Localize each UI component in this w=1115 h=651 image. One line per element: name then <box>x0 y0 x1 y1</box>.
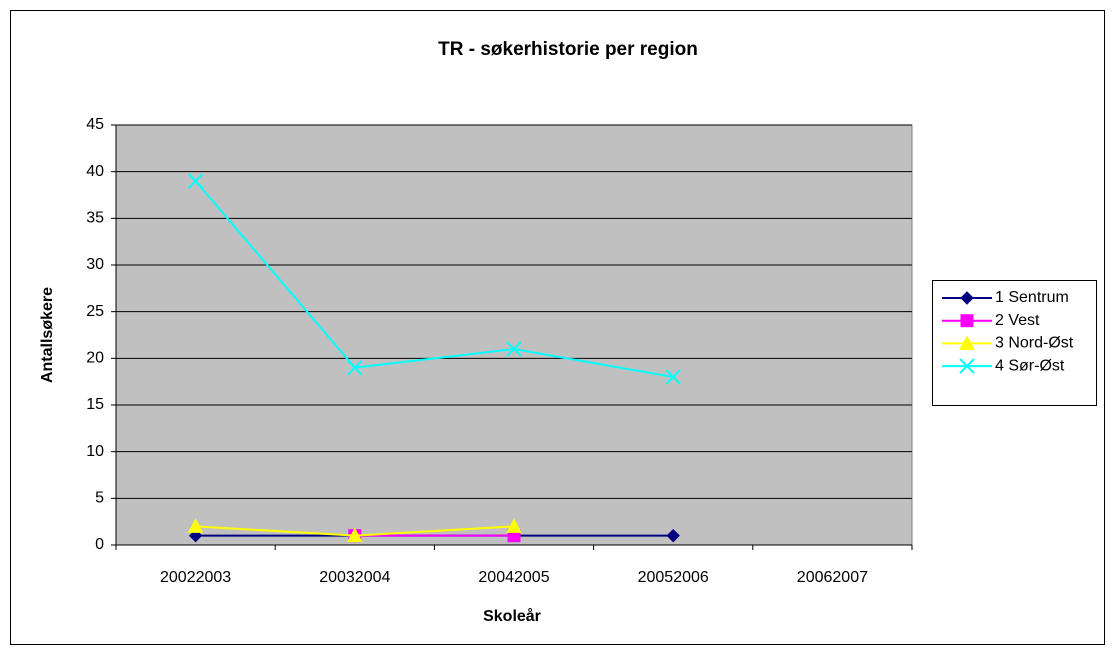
legend-marker <box>960 314 974 328</box>
legend-label: 2 Vest <box>995 312 1040 329</box>
y-tick-label: 35 <box>86 210 104 227</box>
data-point <box>665 369 681 385</box>
y-tick-label: 20 <box>86 350 104 367</box>
legend-label: 1 Sentrum <box>995 289 1069 306</box>
y-tick-label: 0 <box>95 536 104 553</box>
data-point <box>187 173 204 189</box>
y-tick-label: 10 <box>86 443 104 460</box>
data-point <box>506 518 522 533</box>
data-point <box>346 527 363 543</box>
plot-area <box>115 124 913 546</box>
y-tick-label: 5 <box>95 490 104 507</box>
legend-marker <box>959 335 975 350</box>
legend-marker <box>960 291 974 305</box>
y-axis-title: Antallsøkere <box>39 287 56 383</box>
chart-title: TR - søkerhistorie per region <box>438 39 698 60</box>
x-tick-label: 20052006 <box>638 569 709 586</box>
x-tick-label: 20062007 <box>797 569 868 586</box>
legend-label: 3 Nord-Øst <box>995 335 1074 352</box>
data-point <box>506 341 522 357</box>
series-line <box>194 180 674 378</box>
y-tick-label: 45 <box>86 116 104 133</box>
y-tick-label: 15 <box>86 396 104 413</box>
x-tick-label: 20032004 <box>319 569 390 586</box>
data-point <box>347 359 363 376</box>
y-tick-label: 25 <box>86 303 104 320</box>
x-tick-label: 20022003 <box>160 569 231 586</box>
data-point <box>666 528 680 543</box>
y-tick-label: 30 <box>86 256 104 273</box>
y-tick-label: 40 <box>86 163 104 180</box>
legend-marker <box>959 358 975 374</box>
legend-label: 4 Sør-Øst <box>995 357 1065 374</box>
data-point <box>187 518 204 533</box>
x-tick-label: 20042005 <box>478 569 549 586</box>
x-axis-title: Skoleår <box>483 607 541 625</box>
